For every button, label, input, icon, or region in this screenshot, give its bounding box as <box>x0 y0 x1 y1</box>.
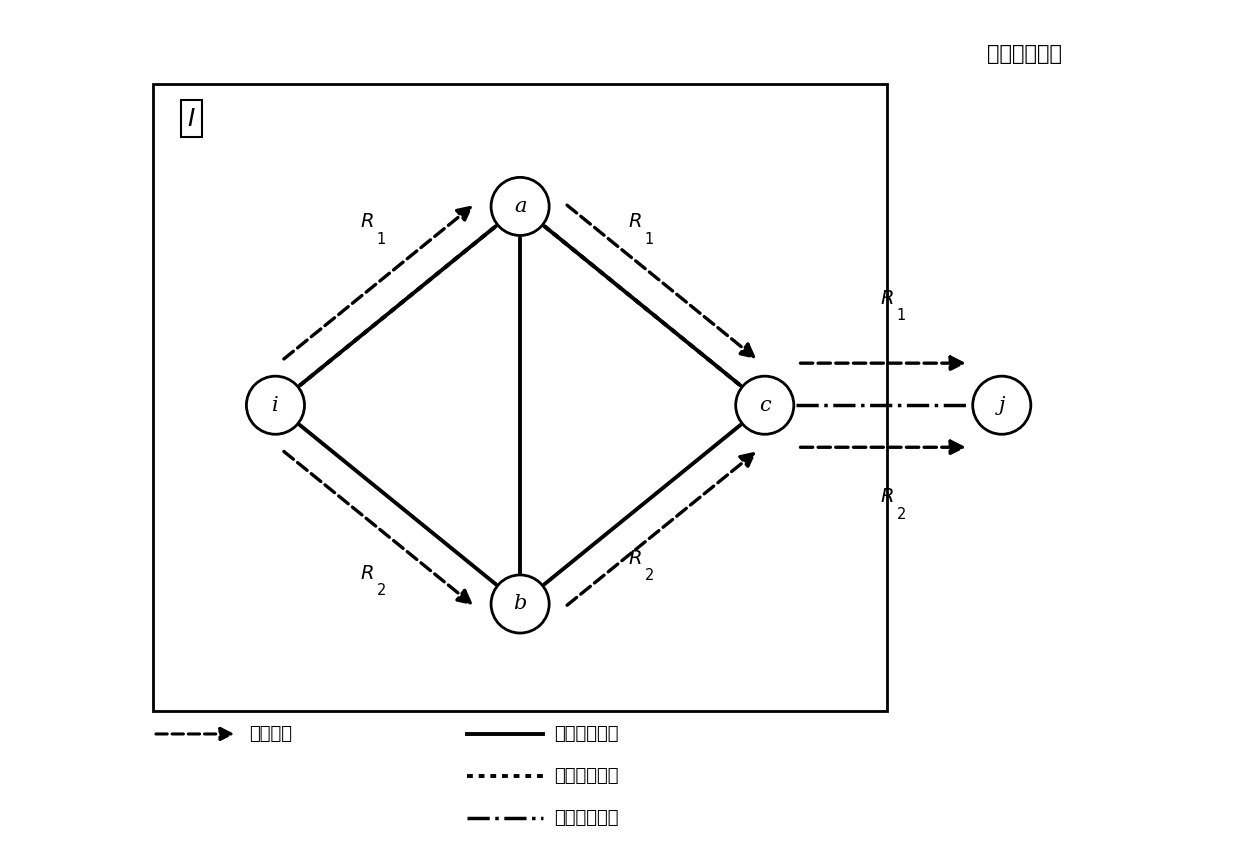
Circle shape <box>736 376 794 434</box>
Text: 第二种数据链: 第二种数据链 <box>555 767 620 785</box>
Text: 数据链异构网: 数据链异构网 <box>987 44 1062 64</box>
Text: i: i <box>273 396 279 415</box>
Text: $1$: $1$ <box>375 230 385 246</box>
Text: a: a <box>514 197 527 216</box>
Text: $2$: $2$ <box>896 505 906 521</box>
Text: $R$: $R$ <box>880 288 895 308</box>
Text: $2$: $2$ <box>375 582 385 598</box>
Circle shape <box>491 177 549 235</box>
Text: $R$: $R$ <box>628 212 642 231</box>
Text: $R$: $R$ <box>361 212 374 231</box>
Circle shape <box>973 376 1031 434</box>
Text: $1$: $1$ <box>896 307 906 323</box>
Text: b: b <box>513 595 527 613</box>
Bar <box>154 84 887 711</box>
Text: $R$: $R$ <box>361 564 374 583</box>
Text: j: j <box>999 396 1005 415</box>
Text: 路由路径: 路由路径 <box>249 725 291 743</box>
Text: $1$: $1$ <box>643 230 653 246</box>
Text: $R$: $R$ <box>628 548 642 568</box>
Text: $2$: $2$ <box>643 567 653 583</box>
Text: 第一种数据链: 第一种数据链 <box>555 725 620 743</box>
Text: 第三种数据链: 第三种数据链 <box>555 809 620 827</box>
Circle shape <box>491 575 549 633</box>
Text: c: c <box>760 396 771 415</box>
Text: $R$: $R$ <box>880 488 895 506</box>
Circle shape <box>247 376 305 434</box>
Text: $I$: $I$ <box>187 107 196 130</box>
